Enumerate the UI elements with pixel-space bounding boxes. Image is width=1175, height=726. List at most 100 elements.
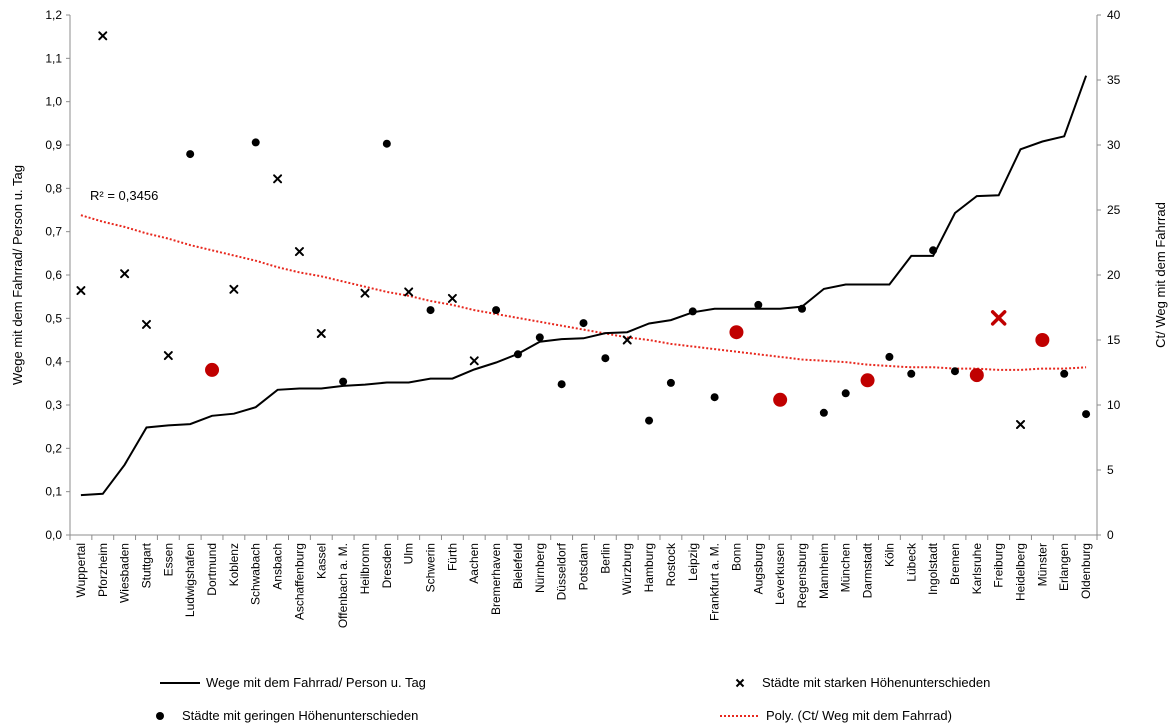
x-tick-label: Kassel <box>314 543 328 579</box>
x-tick-label: Fürth <box>445 543 459 571</box>
data-point-dot <box>798 304 807 313</box>
bike-trips-line-layer <box>80 75 1088 497</box>
y-tick-label: 0,4 <box>45 355 62 369</box>
data-point-dot <box>579 319 588 328</box>
x-tick-label: Essen <box>161 543 175 576</box>
data-point-dot <box>688 307 697 316</box>
y2-tick-label: 0 <box>1107 528 1114 542</box>
legend-swatch-x <box>735 678 745 688</box>
y-tick-label: 0,9 <box>45 138 62 152</box>
data-point-x <box>141 319 151 329</box>
x-tick-label: Leverkusen <box>773 543 787 605</box>
x-tick-label: Bielefeld <box>511 543 525 589</box>
trend-line-layer <box>80 214 1087 371</box>
x-tick-label: Dortmund <box>205 543 219 596</box>
x-tick-label: Rostock <box>664 542 678 586</box>
x-tick-label: Oldenburg <box>1079 543 1093 599</box>
data-point-x <box>98 31 108 41</box>
data-point-dot <box>1082 410 1091 419</box>
axes: 0,0 0,1 0,2 0,3 0,4 0,5 0,6 0,7 0,8 0,9 1,0 1,1 1,2 0… <box>45 8 1120 628</box>
data-point-x <box>229 284 239 294</box>
data-point-dot <box>950 367 959 376</box>
data-point-dot <box>513 350 522 359</box>
marker-layer <box>76 31 1091 429</box>
x-tick-label: Bonn <box>729 543 743 571</box>
data-point-x <box>360 288 370 298</box>
data-point-x <box>404 287 414 297</box>
x-tick-label: Nürnberg <box>533 543 547 593</box>
y-tick-label: 0,6 <box>45 268 62 282</box>
data-point-x <box>294 247 304 257</box>
y-tick-label: 1,1 <box>45 51 62 65</box>
legend-swatch-dot <box>156 712 164 720</box>
x-tick-label: Wuppertal <box>74 543 88 597</box>
data-point-dot <box>754 300 763 309</box>
x-tick-label: Karlsruhe <box>970 543 984 595</box>
x-tick-label: Ansbach <box>271 543 285 590</box>
data-point-x <box>447 293 457 303</box>
y-tick-label: 0,5 <box>45 311 62 325</box>
data-point-x <box>120 269 130 279</box>
y2-tick-label: 5 <box>1107 463 1114 477</box>
data-point-dot <box>492 306 501 315</box>
data-point-dot <box>1035 333 1050 347</box>
x-tick-label: Bremen <box>948 543 962 585</box>
data-point-dot <box>819 408 828 417</box>
x-tick-label: Würzburg <box>620 543 634 595</box>
x-tick-label: Münster <box>1035 543 1049 586</box>
x-tick-label: Darmstadt <box>861 542 875 598</box>
legend-entry-label: Städte mit geringen Höhenunterschieden <box>182 708 418 723</box>
data-point-x <box>622 335 632 345</box>
y2-tick-label: 30 <box>1107 138 1121 152</box>
y-tick-label: 0,7 <box>45 225 62 239</box>
x-tick-label: Schwerin <box>424 543 438 592</box>
data-point-dot <box>186 150 195 159</box>
x-tick-label: Ludwigshafen <box>183 543 197 617</box>
y2-tick-label: 35 <box>1107 73 1121 87</box>
series-line-bike-trips <box>80 75 1088 497</box>
data-point-dot <box>535 333 544 342</box>
data-point-x <box>76 286 86 296</box>
y2-tick-label: 20 <box>1107 268 1121 282</box>
data-point-x <box>1016 420 1026 429</box>
legend-entry-label: Poly. (Ct/ Weg mit dem Fahrrad) <box>766 708 952 723</box>
data-point-dot <box>251 138 260 147</box>
x-tick-label: Potsdam <box>577 543 591 590</box>
x-tick-label: Wiesbaden <box>118 543 132 603</box>
x-tick-label: Pforzheim <box>96 543 110 597</box>
x-tick-label: Stuttgart <box>139 542 153 588</box>
x-tick-label: Heilbronn <box>358 543 372 594</box>
y-tick-label: 0,0 <box>45 528 62 542</box>
x-tick-label: Düsseldorf <box>555 542 569 600</box>
data-point-dot <box>969 368 984 383</box>
x-tick-label: Bremerhaven <box>489 543 503 615</box>
y-tick-label: 0,1 <box>45 485 62 499</box>
x-tick-label: Hamburg <box>642 543 656 592</box>
data-point-dot <box>929 246 938 255</box>
y-tick-label: 0,2 <box>45 441 62 455</box>
x-tick-label: Mannheim <box>817 543 831 599</box>
data-point-dot <box>601 354 610 363</box>
x-tick-label: Leipzig <box>686 543 700 581</box>
x-tick-label: Ingolstadt <box>926 542 940 595</box>
data-point-dot <box>729 325 744 340</box>
y-tick-label: 1,0 <box>45 95 62 109</box>
data-point-dot <box>860 373 875 388</box>
x-tick-label: Augsburg <box>751 543 765 594</box>
data-point-dot <box>645 416 654 425</box>
x-tick-label: Dresden <box>380 543 394 588</box>
x-tick-label: Regensburg <box>795 543 809 608</box>
data-point-x <box>273 174 283 184</box>
data-point-dot <box>339 377 348 386</box>
x-tick-label: Offenbach a. M. <box>336 543 350 628</box>
data-point-dot <box>885 352 894 361</box>
y2-tick-label: 40 <box>1107 8 1121 22</box>
data-point-dot <box>382 139 391 148</box>
data-point-dot <box>557 380 566 389</box>
data-point-dot <box>710 393 719 402</box>
x-tick-label: Heidelberg <box>1014 543 1028 601</box>
y-tick-label: 0,3 <box>45 398 62 412</box>
data-point-x <box>163 351 173 361</box>
